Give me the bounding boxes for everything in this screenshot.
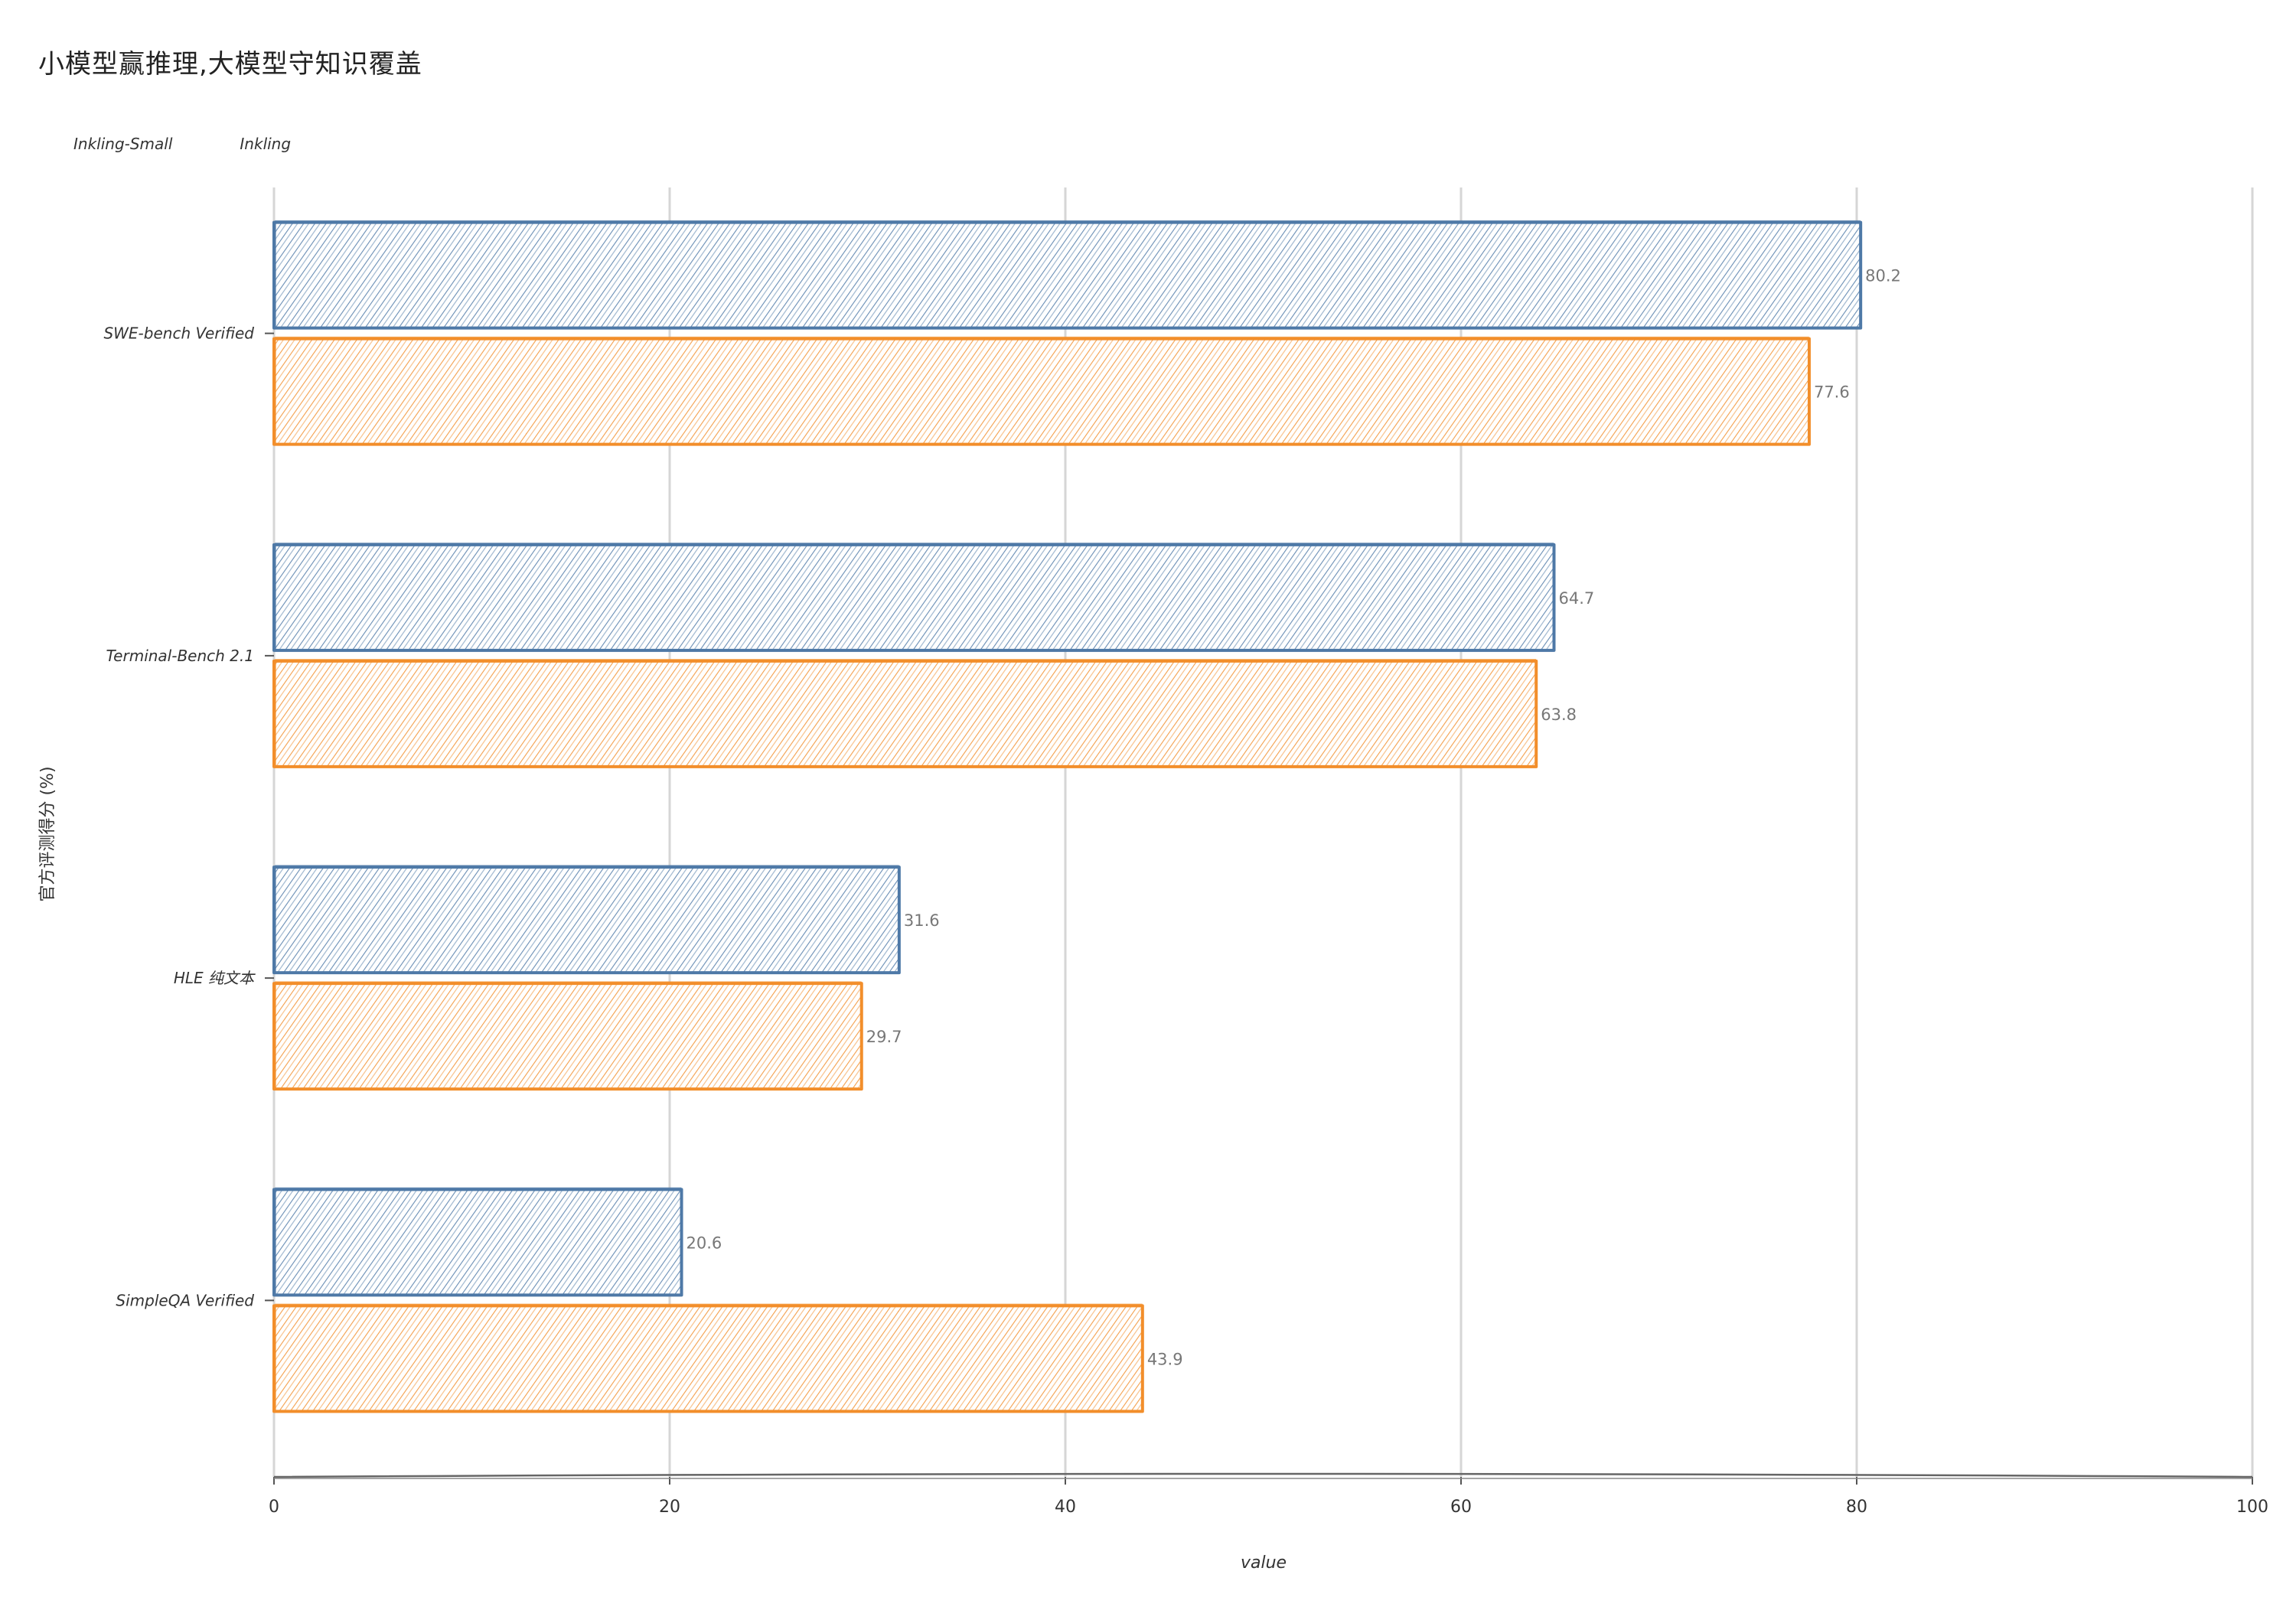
bar-outline-1-3: [275, 1303, 1143, 1413]
data-label-0-1: 64.7: [1558, 589, 1594, 608]
bar-outline-0-3: [275, 1187, 682, 1297]
bar-outline-1-1: [275, 659, 1536, 768]
data-label-0-0: 80.2: [1865, 267, 1901, 285]
legend-item-series-2[interactable]: Inkling: [240, 135, 292, 153]
x-tick-label-4: 80: [1846, 1498, 1867, 1517]
x-tick-label-2: 40: [1055, 1498, 1076, 1517]
data-label-1-3: 43.9: [1147, 1350, 1183, 1368]
data-label-1-1: 63.8: [1541, 706, 1577, 724]
x-tick-label-0: 0: [269, 1498, 279, 1517]
bar-inkling-small-0: [272, 220, 1863, 330]
x-axis-line: [273, 1472, 2253, 1478]
bar-inkling-2: [272, 982, 863, 1091]
category-label-1: Terminal-Bench 2.1: [106, 647, 254, 665]
bar-outline-0-2: [275, 865, 899, 974]
data-label-0-2: 31.6: [904, 911, 940, 930]
category-label-0: SWE-bench Verified: [103, 324, 254, 343]
category-label-2: HLE 纯文本: [174, 969, 256, 987]
x-tick-label-3: 60: [1450, 1498, 1472, 1517]
chart-title: 小模型赢推理,大模型守知识覆盖: [38, 49, 422, 80]
bar-inkling-small-3: [272, 1188, 683, 1297]
x-tick-label-5: 100: [2236, 1498, 2268, 1517]
legend-item-series-1[interactable]: Inkling-Small: [73, 135, 173, 153]
bar-inkling-1: [272, 659, 1538, 768]
bar-outline-0-1: [275, 543, 1554, 652]
x-axis-label: value: [1240, 1553, 1287, 1573]
data-label-1-2: 29.7: [866, 1028, 902, 1046]
category-label-3: SimpleQA Verified: [116, 1291, 254, 1309]
bar-outline-0-0: [275, 220, 1861, 330]
legend: Inkling-Small Inkling: [73, 135, 291, 153]
bar-inkling-3: [272, 1304, 1144, 1413]
bar-inkling-small-2: [272, 865, 901, 975]
data-label-0-3: 20.6: [687, 1234, 722, 1252]
bar-inkling-small-1: [272, 543, 1556, 652]
bar-inkling-0: [272, 337, 1811, 446]
data-label-1-0: 77.6: [1814, 383, 1850, 402]
bar-outline-1-2: [275, 981, 862, 1090]
bar-outline-1-0: [275, 336, 1809, 446]
x-tick-label-1: 20: [659, 1498, 680, 1517]
